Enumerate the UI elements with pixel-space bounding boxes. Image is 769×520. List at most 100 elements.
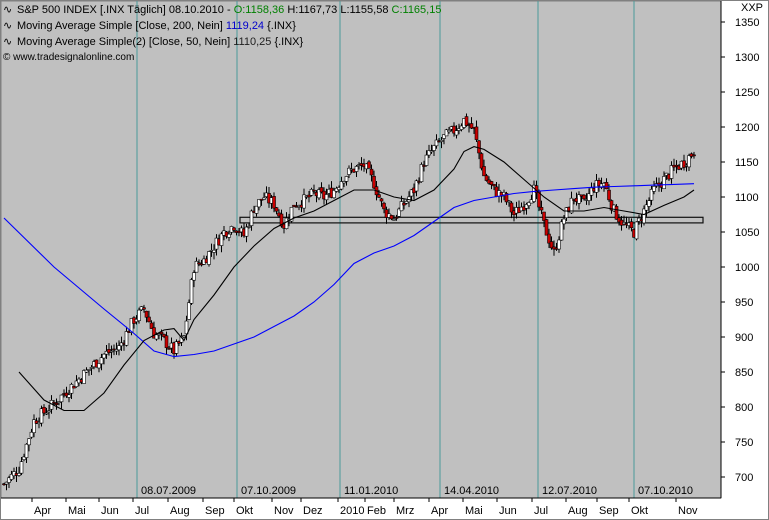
candle-body — [642, 208, 646, 224]
candle-body — [167, 348, 171, 350]
x-tick-label: Okt — [631, 505, 648, 517]
candle-body — [432, 145, 436, 151]
candle-body — [254, 205, 259, 214]
candle-body — [427, 150, 431, 156]
legend-ma200-row[interactable]: ∿ Moving Average Simple [Close, 200, Nein… — [3, 18, 441, 34]
candle-body — [274, 207, 279, 212]
candle-body — [597, 180, 601, 187]
candle-body — [152, 327, 156, 339]
candle-body — [184, 320, 189, 335]
candle-body — [82, 370, 86, 384]
candle-body — [279, 213, 284, 227]
copyright-text: © www.tradesignalonline.com — [3, 52, 135, 63]
candle-body — [102, 353, 106, 359]
candle-body — [669, 165, 674, 179]
candle-body — [227, 233, 231, 238]
candle-body — [74, 380, 79, 387]
candle-body — [32, 419, 36, 433]
vertical-marker-label: 08.07.2009 — [141, 485, 196, 497]
candle-body — [367, 161, 371, 169]
ma200-label: Moving Average Simple [Close, 200, Nein] — [17, 20, 223, 32]
candle-body — [649, 189, 654, 201]
candle-body — [339, 181, 344, 190]
candle-body — [72, 385, 76, 389]
candle-body — [682, 160, 686, 168]
candle-body — [604, 182, 609, 190]
ma50-label: Moving Average Simple(2) [Close, 50, Nei… — [17, 36, 231, 48]
candle-body — [442, 134, 446, 139]
symbol-name: S&P 500 INDEX [.INX Täglich] — [17, 4, 166, 16]
candle-body — [524, 204, 529, 209]
vertical-marker-label: 11.01.2010 — [344, 485, 398, 497]
candle-body — [67, 394, 71, 398]
candle-body — [24, 443, 29, 458]
candle-body — [402, 202, 406, 206]
candle-body — [4, 481, 9, 485]
candle-body — [464, 116, 469, 126]
ma200-value: 1119,24 — [225, 20, 265, 32]
candle-body — [644, 204, 649, 211]
candle-body — [484, 175, 489, 181]
x-tick-label: Aug — [170, 505, 190, 517]
candle-body — [57, 401, 61, 404]
candle-body — [629, 221, 634, 229]
candle-body — [289, 207, 294, 222]
candle-body — [117, 345, 121, 351]
candle-body — [164, 335, 169, 349]
y-tick-label: 1100 — [735, 192, 759, 204]
candle-body — [312, 189, 316, 192]
ma200-suffix: {.INX} — [267, 20, 296, 32]
candle-body — [479, 153, 484, 169]
ma50-suffix: {.INX} — [274, 36, 304, 48]
x-tick-label: Jul — [534, 505, 548, 517]
candle-body — [262, 197, 266, 200]
candle-body — [309, 189, 314, 196]
x-tick-label: Apr — [431, 505, 448, 517]
bar-date: 08.10.2010 — [168, 4, 224, 16]
legend-symbol-row: ∿ S&P 500 INDEX [.INX Täglich] 08.10.2010… — [3, 3, 442, 16]
candle-body — [559, 221, 564, 241]
candle-body — [189, 279, 194, 304]
candle-body — [137, 309, 141, 321]
candle-body — [114, 349, 119, 352]
candle-body — [22, 456, 26, 460]
candle-body — [212, 249, 216, 253]
y-tick-label: 850 — [735, 367, 753, 379]
x-tick-label: Nov — [678, 505, 698, 517]
x-tick-label: Nov — [274, 505, 294, 517]
candle-body — [459, 125, 464, 130]
candle-body — [444, 129, 449, 137]
x-tick-label: Jun — [499, 505, 517, 517]
candle-body — [272, 196, 276, 209]
x-tick-label: 2010 — [340, 505, 364, 517]
x-tick-label: Mai — [68, 505, 86, 517]
candle-body — [99, 357, 104, 365]
y-tick-label: 1000 — [735, 262, 759, 274]
candle-body — [257, 199, 261, 208]
candle-body — [54, 402, 59, 405]
open-value: O:1158,36 — [233, 4, 285, 16]
x-tick-label: Aug — [568, 505, 588, 517]
candle-body — [84, 369, 89, 373]
candle-body — [232, 227, 236, 231]
candle-body — [397, 208, 401, 217]
candle-body — [89, 367, 94, 369]
candle-body — [622, 222, 626, 225]
candle-body — [347, 167, 351, 175]
candle-body — [422, 164, 426, 167]
candle-body — [59, 394, 64, 403]
candle-body — [692, 154, 696, 157]
ma50-line — [18, 146, 695, 412]
candle-body — [377, 194, 381, 198]
legend-ma50-row[interactable]: ∿ Moving Average Simple(2) [Close, 50, Ne… — [3, 34, 441, 50]
candle-body — [17, 473, 21, 476]
chart-legend: ∿ S&P 500 INDEX [.INX Täglich] 08.10.2010… — [3, 2, 441, 65]
candle-body — [39, 408, 44, 424]
candle-body — [244, 226, 249, 237]
candle-body — [147, 316, 151, 323]
candle-body — [159, 331, 164, 335]
candle-body — [52, 402, 56, 404]
candle-body — [507, 200, 511, 203]
